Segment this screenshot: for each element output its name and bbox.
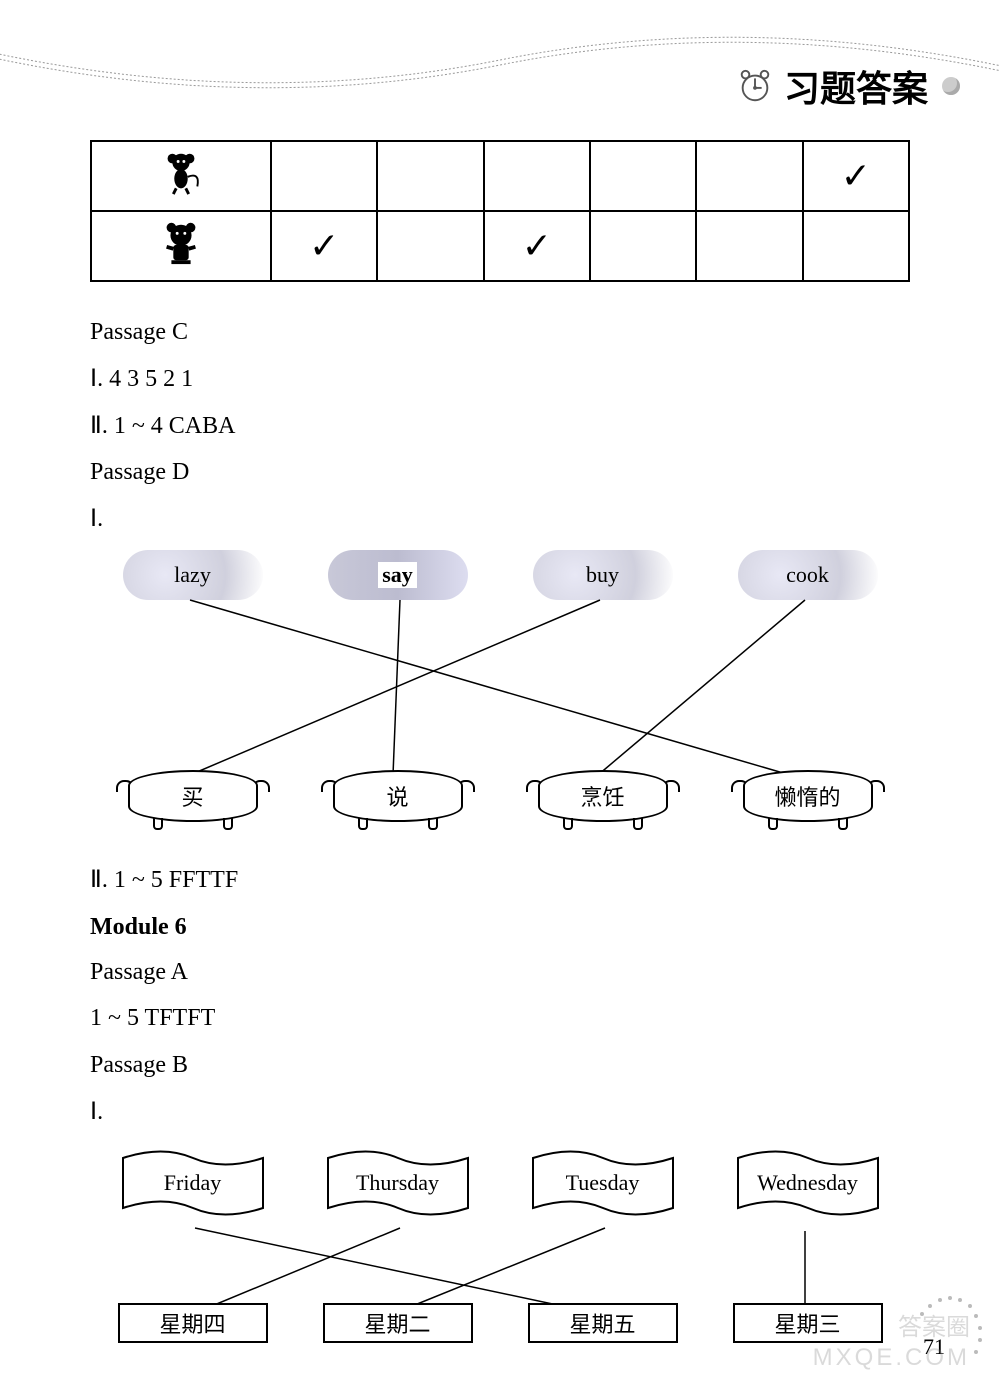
module-heading: Module 6 <box>90 907 910 948</box>
passage-b-label: Passage B <box>90 1045 910 1086</box>
table-cell-icon <box>91 211 271 281</box>
pot-item: 说 <box>323 760 473 830</box>
header-title-group: 习题答案 <box>736 60 960 112</box>
main-content: ✓ ✓ ✓ Pa <box>90 140 910 1363</box>
answer-line: Ⅰ. <box>90 1092 910 1133</box>
matching-diagram-2: Friday Thursday Tuesday Wednesday 星期四 星期… <box>90 1143 910 1353</box>
table-cell <box>803 211 909 281</box>
flag-item: Wednesday <box>728 1143 888 1223</box>
table-row: ✓ <box>91 141 909 211</box>
page-header: 习题答案 <box>0 0 1000 130</box>
label-item: 星期三 <box>733 1303 883 1343</box>
label-row: 星期四 星期二 星期五 星期三 <box>90 1303 910 1353</box>
table-cell <box>271 141 377 211</box>
pot-item: 买 <box>118 760 268 830</box>
table-cell <box>696 141 802 211</box>
pot-item: 烹饪 <box>528 760 678 830</box>
answer-line: Ⅰ. <box>90 499 910 540</box>
cloud-item: buy <box>533 550 673 600</box>
table-cell <box>696 211 802 281</box>
answer-line: 1 ~ 5 TFTFT <box>90 998 910 1039</box>
table-cell <box>377 141 483 211</box>
header-dot-icon <box>942 77 960 95</box>
flag-row: Friday Thursday Tuesday Wednesday <box>90 1143 910 1233</box>
table-cell: ✓ <box>484 211 590 281</box>
watermark: 答案圈 <box>898 1307 970 1342</box>
checkmark-table: ✓ ✓ ✓ <box>90 140 910 282</box>
flag-item: Friday <box>113 1143 273 1223</box>
cloud-item: say <box>328 550 468 600</box>
cloud-item: lazy <box>123 550 263 600</box>
label-item: 星期二 <box>323 1303 473 1343</box>
table-cell: ✓ <box>271 211 377 281</box>
matching-diagram-1: lazy say buy cook 买 说 烹饪 懒惰的 <box>90 550 910 840</box>
header-title: 习题答案 <box>784 60 928 112</box>
watermark: MXQE.COM <box>813 1344 970 1372</box>
table-cell-icon <box>91 141 271 211</box>
clock-icon <box>736 67 774 105</box>
flag-item: Thursday <box>318 1143 478 1223</box>
cloud-item: cook <box>738 550 878 600</box>
answer-line: Ⅱ. 1 ~ 4 CABA <box>90 406 910 447</box>
table-row: ✓ ✓ <box>91 211 909 281</box>
table-cell <box>590 141 696 211</box>
pot-item: 懒惰的 <box>733 760 883 830</box>
passage-c-label: Passage C <box>90 312 910 353</box>
monkey-icon <box>157 148 205 196</box>
cloud-row: lazy say buy cook <box>90 550 910 620</box>
answer-line: Ⅱ. 1 ~ 5 FFTTF <box>90 860 910 901</box>
label-item: 星期五 <box>528 1303 678 1343</box>
pot-row: 买 说 烹饪 懒惰的 <box>90 760 910 840</box>
label-item: 星期四 <box>118 1303 268 1343</box>
table-cell: ✓ <box>803 141 909 211</box>
answer-line: Ⅰ. 4 3 5 2 1 <box>90 359 910 400</box>
table-cell <box>484 141 590 211</box>
table-cell <box>377 211 483 281</box>
passage-a-label: Passage A <box>90 952 910 993</box>
flag-item: Tuesday <box>523 1143 683 1223</box>
passage-d-label: Passage D <box>90 452 910 493</box>
table-cell <box>590 211 696 281</box>
bear-icon <box>157 218 205 266</box>
